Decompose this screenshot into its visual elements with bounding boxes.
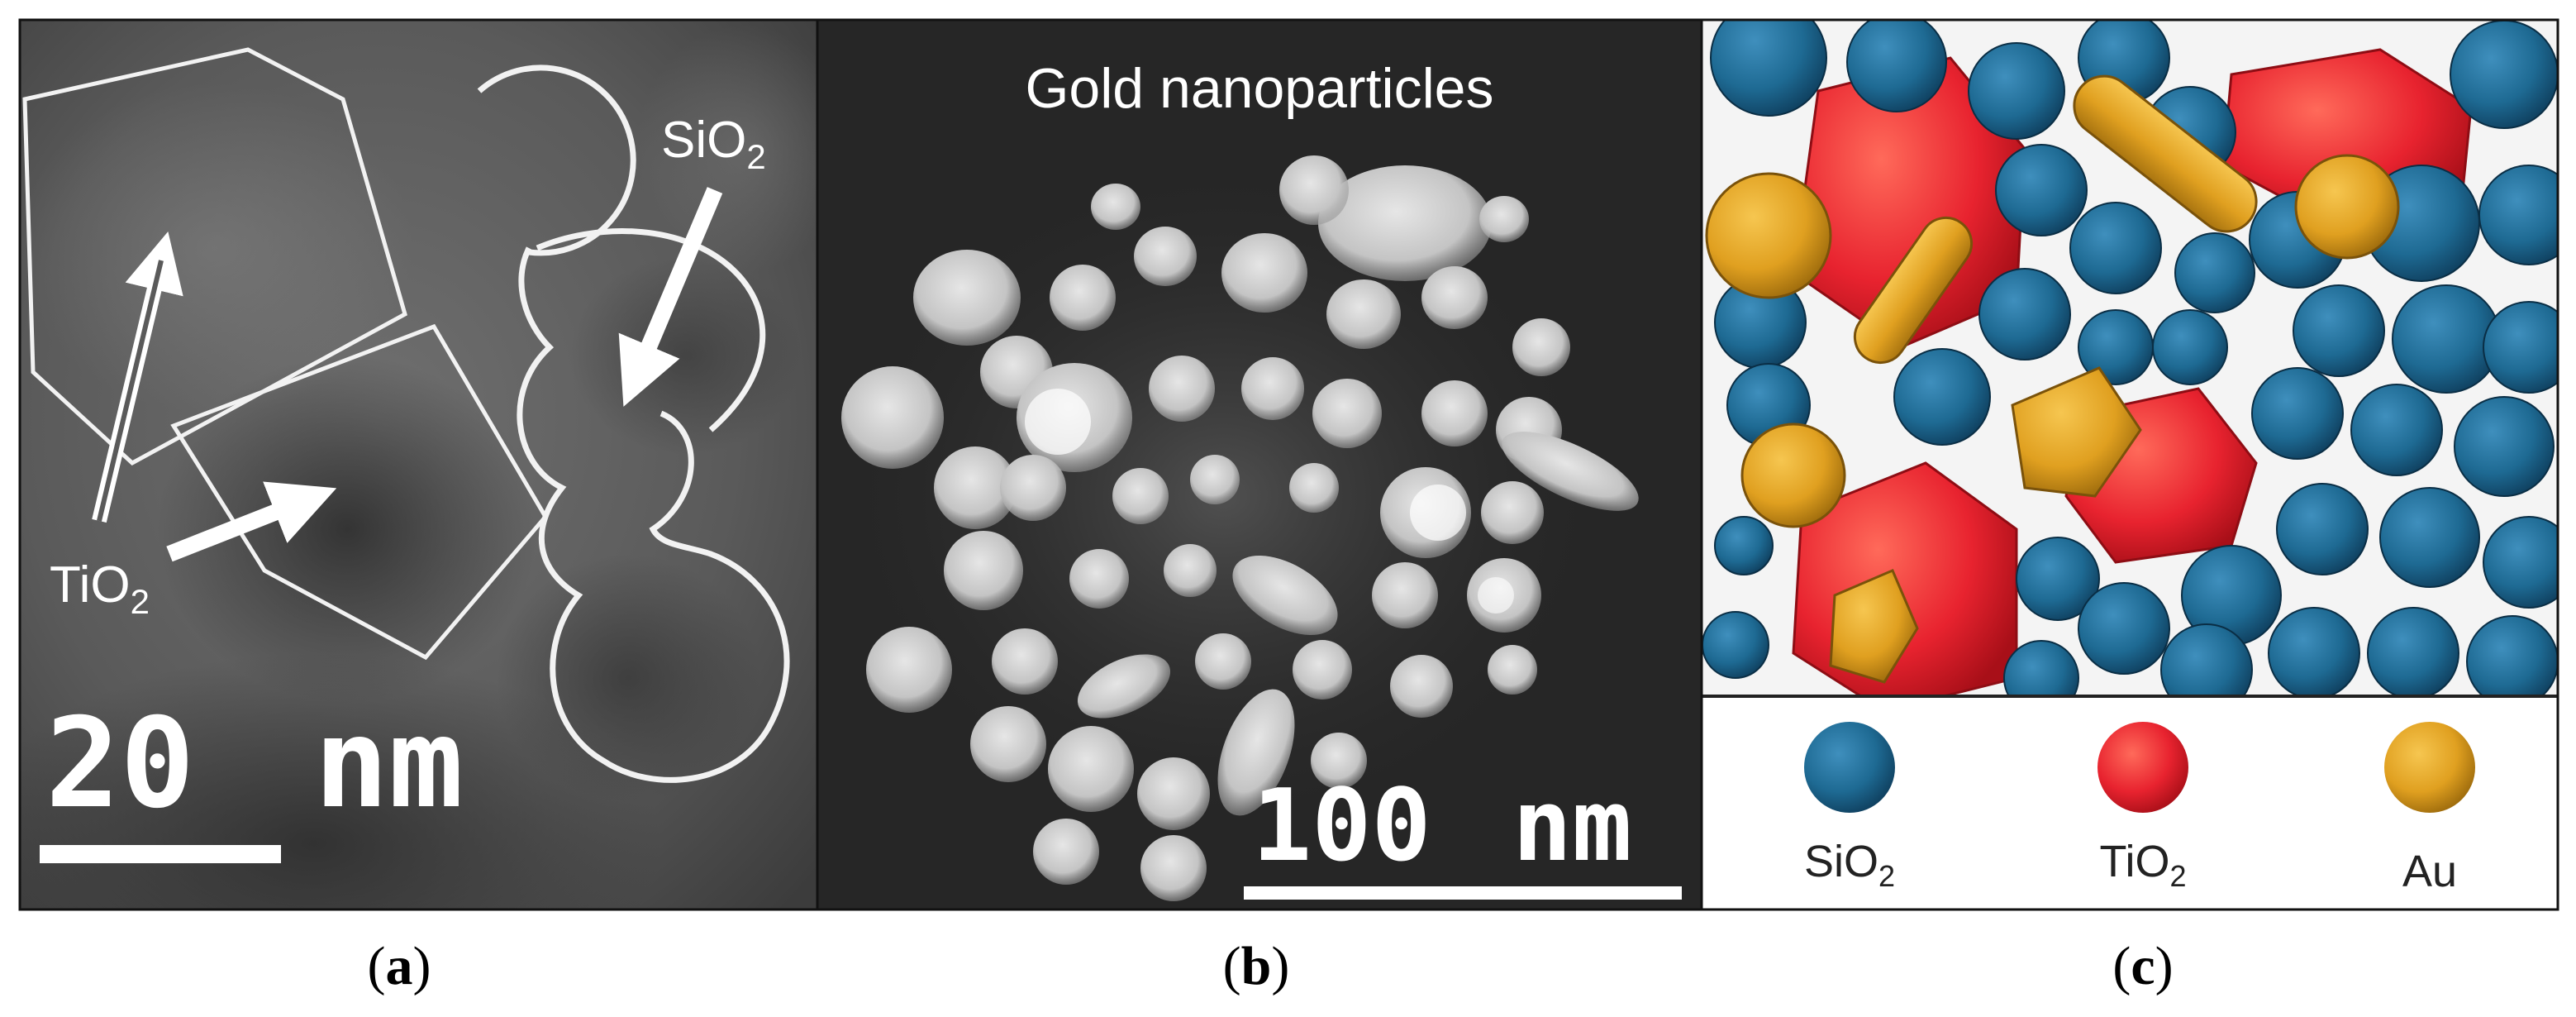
scale-bar-a bbox=[40, 845, 281, 863]
legend-swatch-au bbox=[2384, 722, 2475, 813]
legend-label-au: Au bbox=[2402, 847, 2457, 896]
scale-bar-b-unit: nm bbox=[1512, 769, 1632, 884]
gold-nanoparticles bbox=[841, 155, 1639, 901]
panel-a: TiO2 SiO2 20 nm bbox=[18, 18, 819, 911]
legend-swatch-sio2 bbox=[1804, 722, 1895, 813]
caption-a: (a) bbox=[368, 936, 431, 996]
legend-label-tio2: TiO2 bbox=[2099, 837, 2186, 893]
sio2-arrow-down bbox=[618, 187, 723, 407]
scale-bar-a-value: 20 bbox=[45, 692, 195, 836]
legend-label-sio2: SiO2 bbox=[1804, 837, 1895, 893]
tio2-crystal-outline-1 bbox=[22, 47, 407, 466]
caption-b: (b) bbox=[1223, 936, 1290, 996]
label-sio2: SiO2 bbox=[661, 112, 766, 176]
legend: SiO2 TiO2 Au bbox=[1804, 722, 2475, 896]
scale-bar-b bbox=[1244, 886, 1682, 900]
label-tio2: TiO2 bbox=[50, 556, 150, 621]
panel-b-title: Gold nanoparticles bbox=[1025, 57, 1493, 120]
au-particles bbox=[1705, 74, 2400, 684]
caption-c: (c) bbox=[2112, 936, 2173, 996]
scale-bar-b-value: 100 bbox=[1252, 769, 1431, 884]
panel-b: Gold nanoparticles 100 nm bbox=[816, 18, 1703, 911]
tio2-crystal-outline-2 bbox=[170, 323, 549, 661]
scale-bar-a-unit: nm bbox=[314, 692, 464, 836]
tio2-arrow-right bbox=[166, 481, 337, 562]
sio2-sphere-chain-outline bbox=[477, 64, 790, 783]
panel-c: SiO2 TiO2 Au bbox=[1700, 18, 2559, 911]
legend-swatch-tio2 bbox=[2097, 722, 2188, 813]
